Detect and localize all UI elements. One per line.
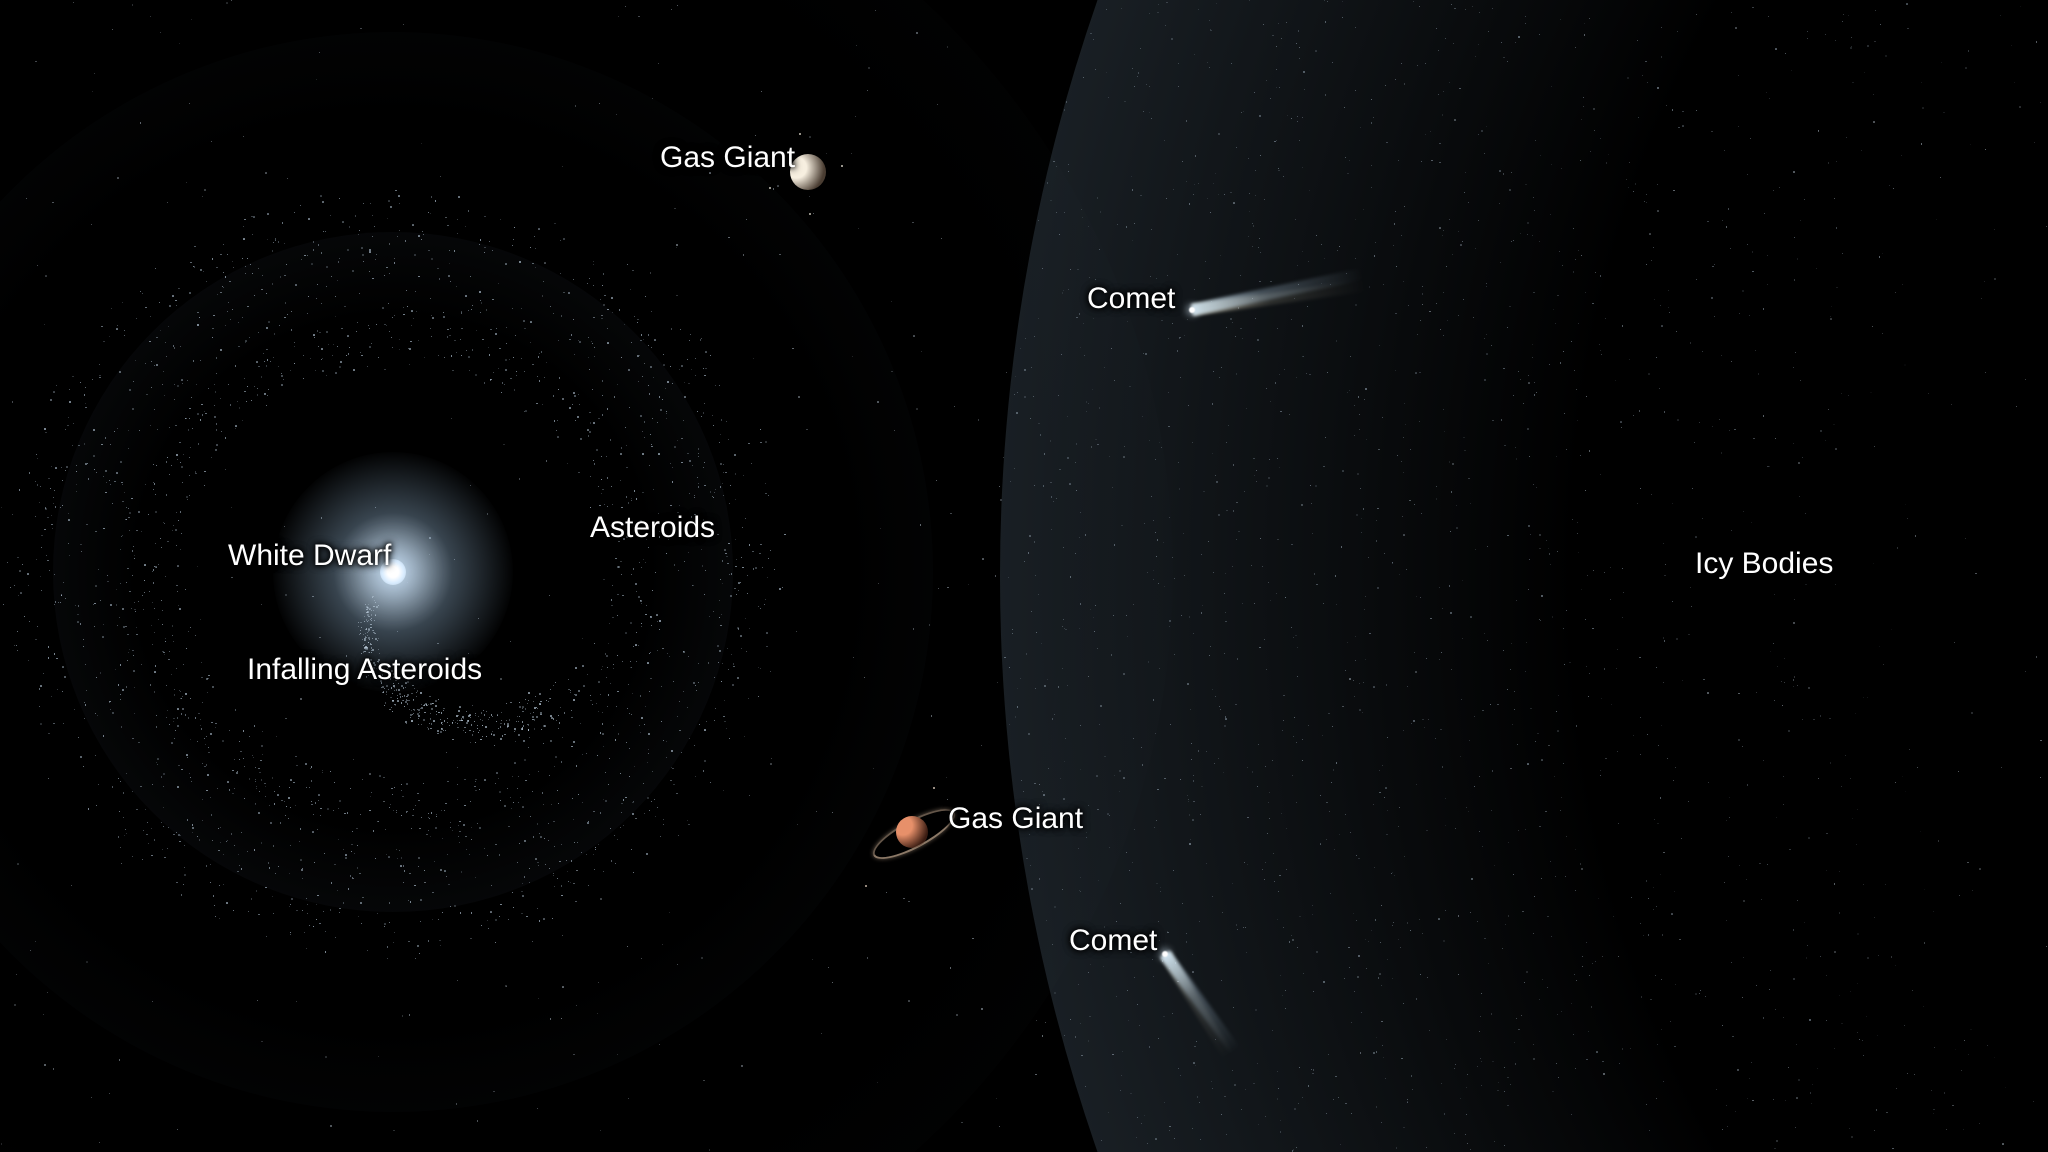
label-icy-bodies: Icy Bodies [1695, 547, 1833, 581]
label-comet-top: Comet [1087, 282, 1175, 316]
label-comet-bottom: Comet [1069, 924, 1157, 958]
label-asteroids: Asteroids [590, 511, 715, 545]
diagram-stage: White Dwarf Infalling Asteroids Asteroid… [0, 0, 2048, 1152]
label-infalling-asteroids: Infalling Asteroids [247, 653, 482, 687]
label-gas-giant-top: Gas Giant [660, 141, 795, 175]
labels-layer: White Dwarf Infalling Asteroids Asteroid… [0, 0, 2048, 1152]
label-gas-giant-bottom: Gas Giant [948, 802, 1083, 836]
label-white-dwarf: White Dwarf [228, 539, 391, 573]
